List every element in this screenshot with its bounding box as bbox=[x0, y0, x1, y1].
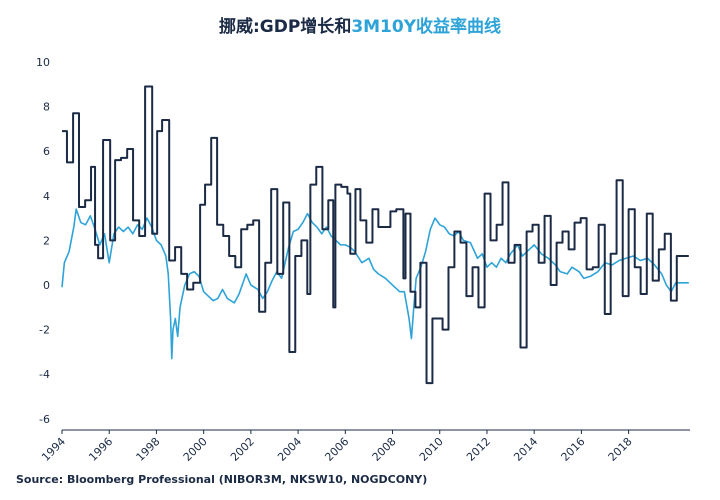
y-tick-label: 2 bbox=[43, 234, 50, 247]
x-tick-label: 1994 bbox=[39, 435, 68, 464]
y-tick-label: -4 bbox=[39, 368, 50, 381]
x-tick-label: 2008 bbox=[370, 435, 399, 464]
title-joiner: 和 bbox=[334, 17, 351, 37]
x-tick-label: 2002 bbox=[228, 435, 257, 464]
y-tick-label: -2 bbox=[39, 324, 50, 337]
x-tick-label: 2006 bbox=[322, 435, 351, 464]
y-tick-label: 10 bbox=[36, 56, 50, 69]
x-tick-label: 2016 bbox=[559, 435, 588, 464]
x-tick-label: 2004 bbox=[275, 435, 304, 464]
y-tick-label: 0 bbox=[43, 279, 50, 292]
x-tick-label: 2010 bbox=[417, 435, 446, 464]
series-line bbox=[61, 208, 689, 360]
x-tick-label: 1998 bbox=[134, 435, 163, 464]
series-line bbox=[62, 85, 689, 385]
chart-title: 挪威:GDP增长和3M10Y收益率曲线 bbox=[219, 16, 501, 37]
y-tick-label: 6 bbox=[43, 145, 50, 158]
title-prefix: 挪威: bbox=[219, 16, 260, 37]
y-tick-label: -6 bbox=[39, 413, 50, 426]
x-tick-label: 1996 bbox=[86, 435, 115, 464]
legend-curve: 3M10Y收益率曲线 bbox=[351, 16, 501, 37]
x-tick-label: 2012 bbox=[464, 435, 493, 464]
x-tick-label: 2018 bbox=[606, 435, 635, 464]
y-tick-label: 8 bbox=[43, 101, 50, 114]
x-tick-label: 2000 bbox=[181, 435, 210, 464]
source-note: Source: Bloomberg Professional (NIBOR3M,… bbox=[16, 473, 427, 486]
legend-gdp: GDP增长 bbox=[260, 16, 336, 37]
y-tick-label: 4 bbox=[43, 190, 50, 203]
x-tick-label: 2014 bbox=[511, 435, 540, 464]
